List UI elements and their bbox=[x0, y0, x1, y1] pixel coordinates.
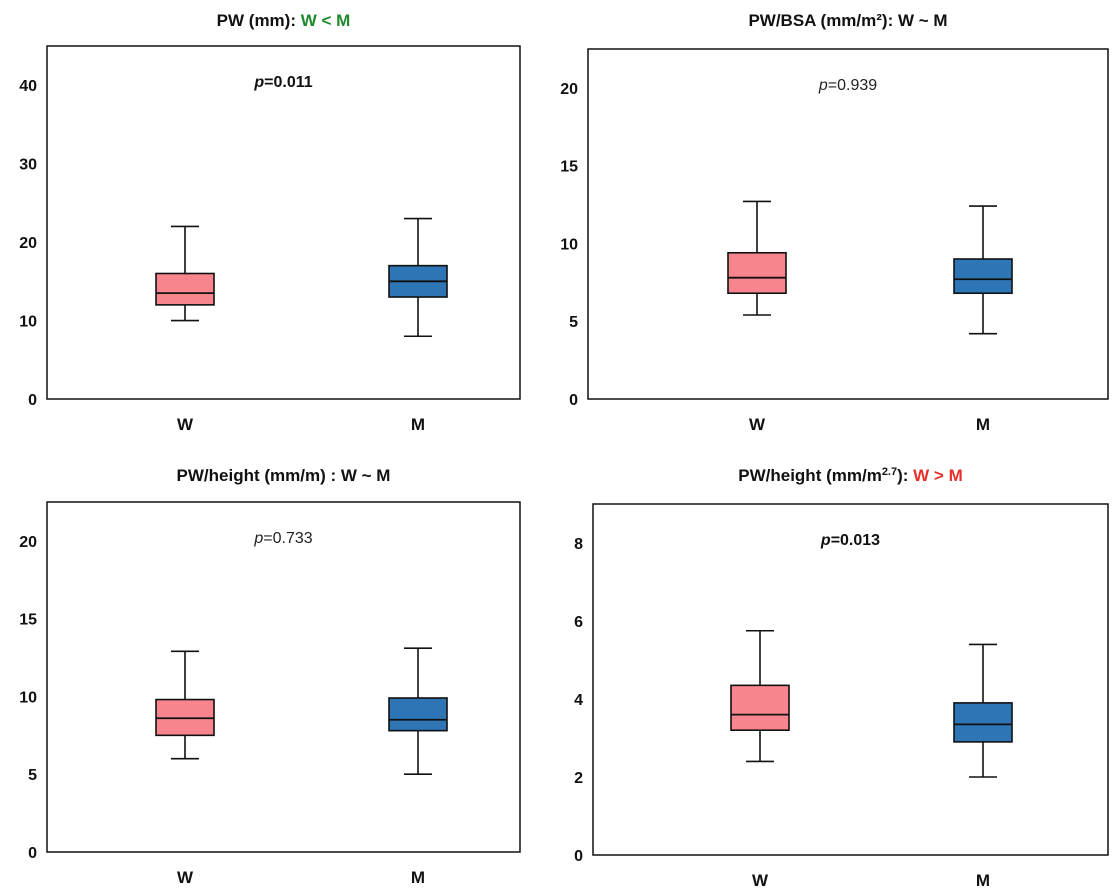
y-tick-label: 0 bbox=[28, 392, 37, 409]
x-category-label: M bbox=[976, 415, 990, 434]
title-comparison: W < M bbox=[301, 11, 351, 30]
box-iqr bbox=[388, 697, 448, 732]
box-M bbox=[388, 647, 448, 776]
title-text: PW (mm): bbox=[217, 11, 301, 30]
y-tick-label: 4 bbox=[574, 692, 583, 709]
title-text: PW/BSA (mm/m²): W ~ M bbox=[748, 11, 947, 30]
box-iqr bbox=[953, 258, 1013, 295]
title-comparison: W > M bbox=[913, 466, 963, 485]
panel-title: PW/BSA (mm/m²): W ~ M bbox=[748, 11, 947, 30]
p-value-label: p=0.011 bbox=[253, 74, 312, 91]
p-value: =0.011 bbox=[264, 74, 313, 91]
title-tail: ): bbox=[897, 466, 913, 485]
p-value-label: p=0.733 bbox=[253, 530, 312, 547]
box-W bbox=[155, 225, 215, 322]
box-M bbox=[953, 205, 1013, 335]
y-tick-label: 15 bbox=[19, 612, 37, 629]
panel-title: PW/height (mm/m) : W ~ M bbox=[177, 466, 391, 485]
box-iqr bbox=[730, 684, 790, 731]
y-tick-label: 10 bbox=[19, 689, 37, 706]
panel-title: PW (mm): W < M bbox=[217, 11, 351, 30]
p-value: =0.013 bbox=[831, 532, 880, 549]
x-category-label: M bbox=[976, 871, 990, 889]
p-symbol: p bbox=[253, 74, 264, 91]
p-value-label: p=0.939 bbox=[818, 77, 877, 94]
y-tick-label: 8 bbox=[574, 536, 583, 553]
box-W bbox=[730, 629, 790, 763]
panel-title: PW/height (mm/m2.7): W > M bbox=[738, 466, 963, 485]
box-M bbox=[953, 643, 1013, 778]
box-iqr bbox=[727, 251, 787, 295]
x-category-label: M bbox=[411, 868, 425, 887]
panel-4: PW/height (mm/m2.7): W > M p=0.013 0 2 4 6 8 W M bbox=[574, 466, 1109, 889]
y-tick-label: 20 bbox=[560, 81, 578, 98]
y-tick-label: 40 bbox=[19, 78, 37, 95]
y-tick-label: 10 bbox=[19, 314, 37, 331]
y-tick-label: 2 bbox=[574, 770, 583, 787]
panel-1: PW (mm): W < M p=0.011 0 10 20 30 40 W M bbox=[19, 11, 521, 434]
y-tick-label: 6 bbox=[574, 614, 583, 631]
p-symbol: p bbox=[818, 77, 828, 94]
y-tick-label: 10 bbox=[560, 236, 578, 253]
x-category-label: W bbox=[752, 871, 769, 889]
y-tick-label: 20 bbox=[19, 235, 37, 252]
box-iqr bbox=[953, 702, 1013, 743]
title-text: PW/height (mm/m bbox=[738, 466, 882, 485]
p-symbol: p bbox=[820, 532, 831, 549]
p-value: =0.733 bbox=[263, 530, 312, 547]
panel-3: PW/height (mm/m) : W ~ M p=0.733 0 5 10 15 20 W… bbox=[19, 466, 521, 887]
plot-frame bbox=[46, 45, 521, 400]
box-W bbox=[155, 650, 215, 760]
box-iqr bbox=[155, 272, 215, 306]
y-tick-label: 0 bbox=[569, 392, 578, 409]
panel-2: PW/BSA (mm/m²): W ~ M p=0.939 0 5 10 15 20 W M bbox=[560, 11, 1109, 434]
y-tick-label: 5 bbox=[28, 767, 37, 784]
x-category-label: M bbox=[411, 415, 425, 434]
box-W bbox=[727, 200, 787, 316]
y-tick-label: 20 bbox=[19, 534, 37, 551]
y-tick-label: 5 bbox=[569, 314, 578, 331]
x-category-label: W bbox=[749, 415, 766, 434]
p-symbol: p bbox=[253, 530, 263, 547]
plot-frame bbox=[592, 503, 1109, 856]
p-value: =0.939 bbox=[828, 77, 877, 94]
y-tick-label: 30 bbox=[19, 157, 37, 174]
plot-frame bbox=[587, 48, 1109, 400]
x-category-label: W bbox=[177, 868, 194, 887]
y-tick-label: 0 bbox=[28, 845, 37, 862]
y-tick-label: 15 bbox=[560, 159, 578, 176]
y-tick-label: 0 bbox=[574, 848, 583, 865]
x-category-label: W bbox=[177, 415, 194, 434]
title-text: PW/height (mm/m) : W ~ M bbox=[177, 466, 391, 485]
title-superscript: 2.7 bbox=[882, 466, 897, 478]
box-M bbox=[388, 217, 448, 338]
p-value-label: p=0.013 bbox=[820, 532, 880, 549]
plot-frame bbox=[46, 501, 521, 853]
